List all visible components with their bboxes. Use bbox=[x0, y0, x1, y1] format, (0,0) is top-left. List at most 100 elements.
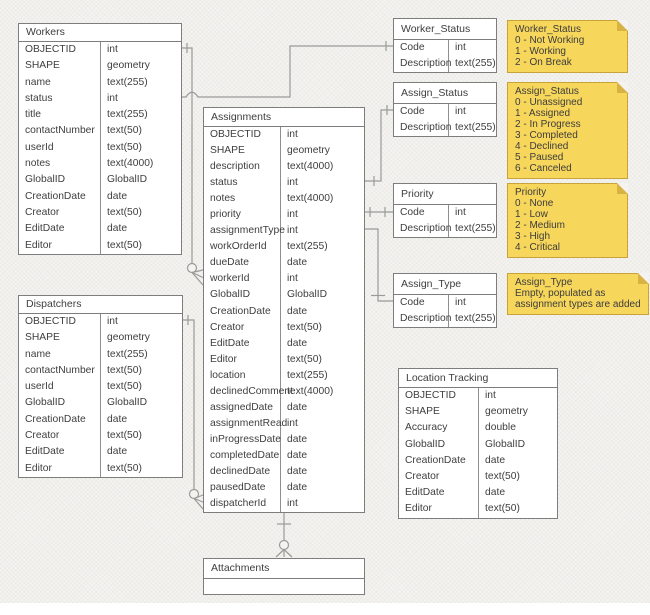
field-type: text(50) bbox=[107, 430, 142, 442]
field-type: int bbox=[287, 177, 298, 189]
worker-status-table[interactable]: Worker_Status Code int Description text(255) bbox=[393, 18, 497, 73]
table-row: title text(255) bbox=[19, 107, 181, 124]
note-line: 4 - Critical bbox=[515, 242, 561, 253]
field-name: dispatcherId bbox=[204, 496, 281, 513]
field-name: OBJECTID bbox=[204, 127, 281, 144]
field-type: GlobalID bbox=[107, 174, 148, 186]
table-row: Editor text(50) bbox=[399, 501, 557, 518]
field-name: SHAPE bbox=[204, 143, 281, 160]
field-name: priority bbox=[204, 207, 281, 224]
table-title: Attachments bbox=[204, 559, 364, 579]
field-name: CreationDate bbox=[204, 303, 281, 320]
field-name: GlobalID bbox=[19, 395, 101, 412]
note-line: 0 - None bbox=[515, 198, 554, 209]
field-name: pausedDate bbox=[204, 480, 281, 497]
table-row: description text(4000) bbox=[204, 159, 364, 176]
rel-dispatchers-assignments bbox=[183, 315, 204, 510]
table-row: workerId int bbox=[204, 271, 364, 288]
note-line: 2 - Medium bbox=[515, 220, 566, 231]
table-row: GlobalID GlobalID bbox=[399, 436, 557, 453]
rel-workers-assignments bbox=[182, 43, 204, 286]
field-name: name bbox=[19, 74, 101, 91]
rel-assignments-assigntype bbox=[365, 228, 393, 302]
table-row: declinedDate date bbox=[204, 463, 364, 481]
table-row: contactNumber text(50) bbox=[19, 362, 182, 380]
field-name: Description bbox=[394, 311, 452, 327]
field-name: GlobalID bbox=[19, 172, 101, 189]
location-tracking-table[interactable]: Location Tracking OBJECTID int SHAPE geometr… bbox=[398, 368, 558, 519]
table-row: OBJECTID int bbox=[19, 314, 182, 331]
table-row: status int bbox=[19, 90, 181, 108]
field-type: text(255) bbox=[107, 76, 148, 88]
field-name: SHAPE bbox=[19, 58, 101, 75]
field-name: userId bbox=[19, 139, 101, 157]
field-type: date bbox=[287, 401, 308, 413]
table-row bbox=[204, 579, 364, 594]
field-type: int bbox=[485, 390, 496, 401]
field-type: int bbox=[287, 273, 298, 285]
table-title: Worker_Status bbox=[394, 19, 496, 40]
workers-table[interactable]: Workers OBJECTID int SHAPE geometry name text(… bbox=[18, 23, 182, 255]
field-name: contactNumber bbox=[19, 362, 101, 380]
table-row: GlobalID GlobalID bbox=[19, 395, 182, 412]
field-name: status bbox=[204, 175, 281, 192]
table-row: userId text(50) bbox=[19, 379, 182, 396]
field-name: userId bbox=[19, 379, 101, 396]
table-title: Dispatchers bbox=[19, 296, 182, 314]
table-row: Code int bbox=[394, 295, 496, 311]
field-name: CreationDate bbox=[19, 188, 101, 205]
worker-status-note[interactable]: Worker_Status 0 - Not Working 1 - Working 2… bbox=[507, 20, 628, 73]
field-name: GlobalID bbox=[399, 436, 479, 453]
table-row: EditDate date bbox=[19, 221, 181, 238]
field-type: text(255) bbox=[107, 348, 148, 360]
dispatchers-table[interactable]: Dispatchers OBJECTID int SHAPE geometry name t… bbox=[18, 295, 183, 478]
attachments-table[interactable]: Attachments bbox=[203, 558, 365, 595]
field-type: GlobalID bbox=[485, 438, 526, 450]
field-name: SHAPE bbox=[19, 330, 101, 347]
table-row: CreationDate date bbox=[19, 188, 181, 205]
field-name: assignmentRead bbox=[204, 415, 287, 432]
field-name: Description bbox=[394, 56, 452, 72]
assignments-table[interactable]: Assignments OBJECTID int SHAPE geometry descr… bbox=[203, 107, 365, 514]
assign-type-table[interactable]: Assign_Type Code int Description text(255) bbox=[393, 273, 497, 328]
table-row: CreationDate date bbox=[204, 303, 364, 320]
field-name: completedDate bbox=[204, 447, 281, 464]
field-type: text(4000) bbox=[287, 193, 334, 205]
rel-assignments-assignstatus bbox=[365, 105, 393, 186]
table-row: assignmentRead int bbox=[204, 415, 364, 432]
table-row: Editor text(50) bbox=[19, 460, 182, 477]
field-name: Creator bbox=[204, 319, 281, 336]
table-row: completedDate date bbox=[204, 447, 364, 464]
table-title: Priority bbox=[394, 184, 496, 205]
field-type: geometry bbox=[107, 332, 150, 344]
table-title: Assign_Status bbox=[394, 83, 496, 104]
priority-note[interactable]: Priority 0 - None 1 - Low 2 - Medium 3 - Hig… bbox=[507, 183, 628, 258]
field-name: Code bbox=[394, 295, 449, 311]
field-name bbox=[204, 579, 281, 594]
field-type: geometry bbox=[485, 406, 528, 418]
field-type: date bbox=[485, 487, 506, 499]
field-name: Description bbox=[394, 221, 452, 237]
field-type: int bbox=[107, 92, 118, 104]
priority-table[interactable]: Priority Code int Description text(255) bbox=[393, 183, 497, 238]
table-row: notes text(4000) bbox=[19, 156, 181, 173]
table-row: assignmentType int bbox=[204, 223, 364, 240]
table-row: name text(255) bbox=[19, 74, 181, 91]
field-name: dueDate bbox=[204, 255, 281, 272]
assign-type-note[interactable]: Assign_Type Empty, populated as assignment… bbox=[507, 273, 649, 315]
field-type: date bbox=[287, 337, 308, 349]
field-name: CreationDate bbox=[19, 411, 101, 429]
table-row: workOrderId text(255) bbox=[204, 239, 364, 256]
assign-status-note[interactable]: Assign_Status 0 - Unassigned 1 - Assigned 2… bbox=[507, 82, 628, 179]
field-name: Editor bbox=[399, 501, 479, 518]
table-row: GlobalID GlobalID bbox=[19, 172, 181, 189]
table-row: Description text(255) bbox=[394, 311, 496, 327]
field-name: location bbox=[204, 367, 281, 384]
field-name: assignedDate bbox=[204, 399, 281, 416]
field-name: notes bbox=[19, 156, 101, 173]
table-row: EditDate date bbox=[204, 335, 364, 352]
field-name: Creator bbox=[19, 428, 101, 445]
field-type: text(255) bbox=[107, 109, 148, 121]
assign-status-table[interactable]: Assign_Status Code int Description text(255) bbox=[393, 82, 497, 137]
field-type: text(50) bbox=[107, 141, 142, 153]
